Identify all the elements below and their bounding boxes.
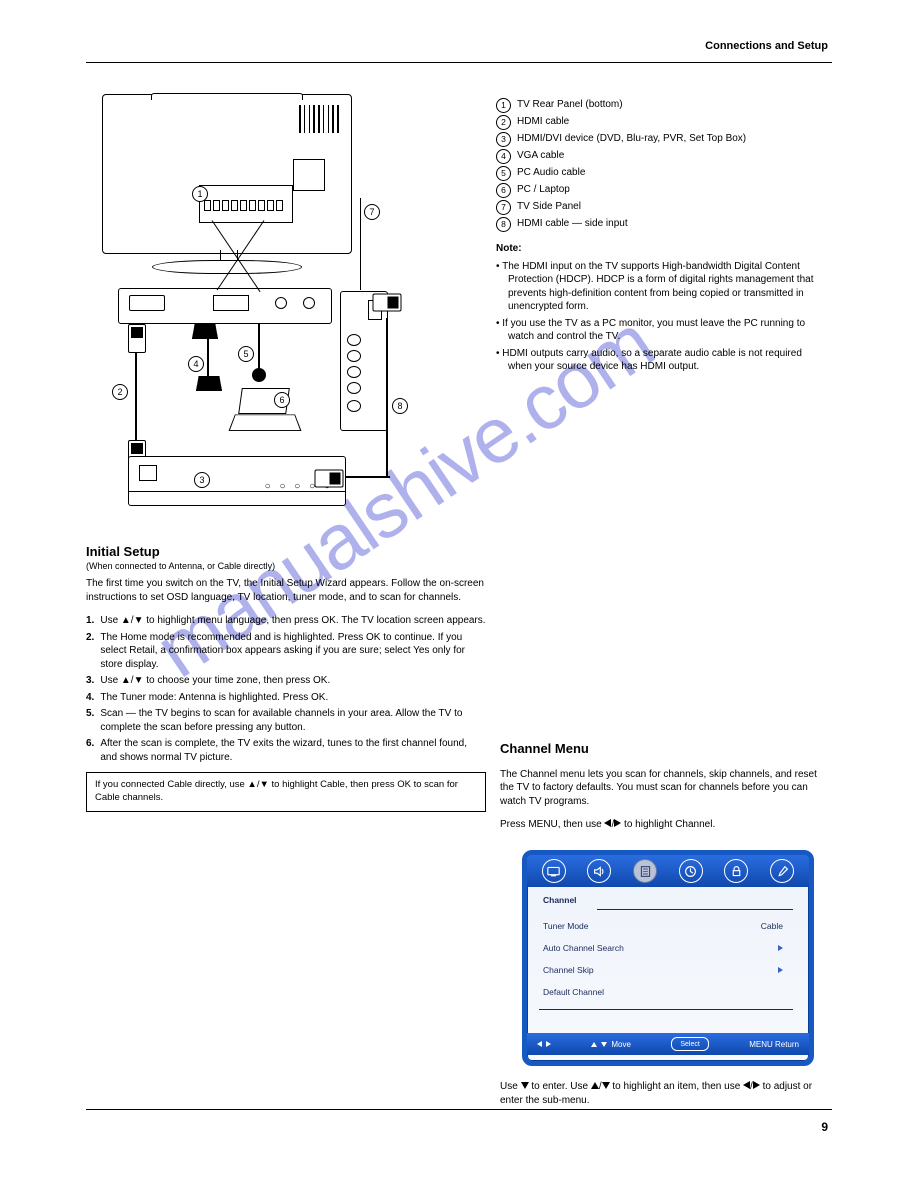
channel-menu-section: Channel Menu The Channel menu lets you s… [500,740,820,842]
notes-heading: Note: [496,242,824,256]
legend-text: HDMI cable — side input [517,217,628,231]
legend-text: TV Rear Panel (bottom) [517,98,623,112]
callout-7: 7 [364,204,380,220]
hdmi-side-plug-top [373,294,402,312]
osd-tab-time-icon [679,859,703,883]
top-rule [86,62,832,63]
setup-step: 1.Use ▲/▼ to highlight menu language, th… [86,614,486,628]
osd-hint-ud: Move [591,1040,631,1049]
note-item: • HDMI outputs carry audio, so a separat… [496,347,824,374]
callout-1: 1 [192,186,208,202]
osd-title: Channel [543,895,577,905]
connection-diagram: ○ ○ ○ ○ ○ 1 7 2 4 5 6 3 8 [92,88,398,528]
legend-item: 2 HDMI cable [496,115,824,130]
tv-port-panel [199,185,293,223]
legend-text: HDMI/DVI device (DVD, Blu-ray, PVR, Set … [517,132,746,146]
callout-4: 4 [188,356,204,372]
note-item: • If you use the TV as a PC monitor, you… [496,317,824,344]
bottom-port-strip [118,288,332,324]
osd-tab-picture-icon [542,859,566,883]
initial-setup-heading: Initial Setup [86,544,486,559]
bottom-rule [86,1109,832,1110]
osd-row-label: Tuner Mode [543,921,589,931]
tv-vent [299,105,341,133]
legend-callout: 1 [496,98,511,113]
callout-8: 8 [392,398,408,414]
osd-bottom-bar: Move Select MENU Return [527,1033,809,1055]
legend-item: 4 VGA cable [496,149,824,164]
hdmi-side-plug [315,470,344,488]
initial-setup-section: Initial Setup (When connected to Antenna… [86,544,486,812]
channel-menu-intro1: The Channel menu lets you scan for chann… [500,768,820,809]
osd-hint-select: Select [671,1037,708,1051]
legend-item: 5 PC Audio cable [496,166,824,181]
header-title: Connections and Setup [705,40,828,52]
legend-callout: 5 [496,166,511,181]
channel-menu-heading: Channel Menu [500,740,820,758]
setup-step: 5.Scan — the TV begins to scan for avail… [86,707,486,734]
osd-row-label: Channel Skip [543,965,594,975]
diagram-legend: 1 TV Rear Panel (bottom) 2 HDMI cable 3 HDMI/… [496,96,824,377]
osd-tab-audio-icon [587,859,611,883]
legend-item: 8 HDMI cable — side input [496,217,824,232]
osd-tab-strip [527,855,809,887]
legend-callout: 7 [496,200,511,215]
osd-row-label: Default Channel [543,987,604,997]
note-item: • The HDMI input on the TV supports High… [496,260,824,314]
osd-body: Channel Tuner Mode Cable Auto Channel Sear… [527,887,809,1033]
page: Connections and Setup manualshive.com [0,0,918,1188]
initial-setup-note: If you connected Cable directly, use ▲/▼… [86,772,486,812]
legend-item: 3 HDMI/DVI device (DVD, Blu-ray, PVR, Set… [496,132,824,147]
channel-menu-intro2: Press MENU, then use / to highlight Chan… [500,818,820,832]
osd-tab-channel-icon [633,859,657,883]
initial-setup-sub: (When connected to Antenna, or Cable dir… [86,561,486,571]
setup-step: 4.The Tuner mode: Antenna is highlighted… [86,691,486,705]
callout-5: 5 [238,346,254,362]
channel-menu-nav-hint: Use to enter. Use / to highlight an item… [500,1080,820,1107]
legend-item: 7 TV Side Panel [496,200,824,215]
osd-row-value [778,943,783,953]
callout-2: 2 [112,384,128,400]
callout-3: 3 [194,472,210,488]
osd-row-value: Cable [761,921,783,931]
legend-callout: 4 [496,149,511,164]
vga-plug-bottom [196,376,222,391]
legend-text: TV Side Panel [517,200,581,214]
tv-vesa-plate [293,159,325,191]
legend-callout: 6 [496,183,511,198]
vga-plug-top [192,324,218,339]
initial-setup-intro: The first time you switch on the TV, the… [86,577,486,604]
legend-text: HDMI cable [517,115,569,129]
tv-rear [102,94,352,254]
setup-step: 3.Use ▲/▼ to choose your time zone, then… [86,674,486,688]
setup-step: 2.The Home mode is recommended and is hi… [86,631,486,672]
osd-row-value [778,965,783,975]
hdmi-plug-top [128,324,146,353]
legend-item: 6 PC / Laptop [496,183,824,198]
setup-step: 6.After the scan is complete, the TV exi… [86,737,486,764]
legend-text: PC / Laptop [517,183,570,197]
legend-item: 1 TV Rear Panel (bottom) [496,98,824,113]
osd-tab-setup-icon [770,859,794,883]
callout-6: 6 [274,392,290,408]
osd-row-label: Auto Channel Search [543,943,624,953]
osd-hint-return: MENU Return [749,1040,799,1049]
legend-text: VGA cable [517,149,564,163]
page-number: 9 [821,1120,828,1134]
osd-tab-lock-icon [724,859,748,883]
initial-setup-steps: 1.Use ▲/▼ to highlight menu language, th… [86,614,486,764]
set-top-box: ○ ○ ○ ○ ○ [128,456,346,506]
legend-callout: 8 [496,217,511,232]
side-port-panel [340,291,388,431]
osd-menu: Channel Tuner Mode Cable Auto Channel Sear… [522,850,814,1066]
osd-hint-lr [537,1041,551,1047]
legend-text: PC Audio cable [517,166,585,180]
legend-callout: 2 [496,115,511,130]
legend-callout: 3 [496,132,511,147]
